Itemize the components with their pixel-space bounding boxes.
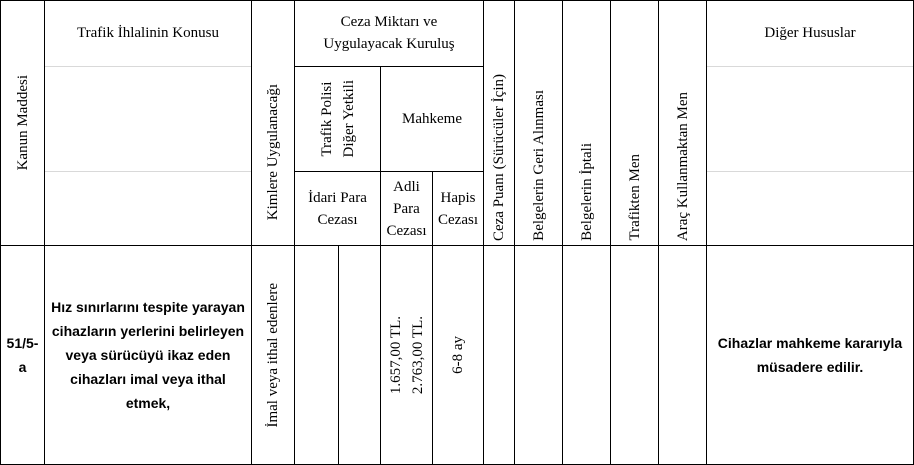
header-trafikten-men: Trafikten Men [611, 1, 658, 245]
row-madde: 51/5-a [1, 246, 44, 464]
header-trafik-polisi: Trafik Polisi Diğer Yetkili [295, 67, 380, 171]
header-konu: Trafik İhlalinin Konusu [45, 20, 251, 46]
header-kimlere: Kimlere Uygulanacağı [252, 60, 294, 245]
header-idari-para: İdari Para Cezası [295, 172, 380, 245]
header-trafik-polisi-line1: Trafik Polisi [318, 81, 335, 157]
row-diger-value: Cihazlar mahkeme kararıyla müsadere edil… [717, 335, 903, 375]
header-konu-label: Trafik İhlalinin Konusu [77, 25, 219, 41]
header-mahkeme: Mahkeme [381, 67, 483, 171]
header-arac-kullanmaktan: Araç Kullanmaktan Men [659, 1, 706, 245]
header-diger-hususlar-label: Diğer Hususlar [764, 25, 856, 41]
row-adli-para-value-1: 1.657,00 TL. [387, 315, 404, 395]
row-hapis: 6-8 ay [433, 246, 483, 464]
row-hapis-value: 6-8 ay [449, 336, 466, 374]
header-kanun-maddesi: Kanun Maddesi [1, 1, 44, 245]
header-ceza-line1: Ceza Miktarı ve [340, 14, 438, 30]
header-ceza-line2: Uygulayacak Kuruluş [323, 36, 455, 52]
header-idari-para-label: İdari Para Cezası [308, 189, 367, 228]
row-konu: Hız sınırlarını tespite yarayan cihazlar… [45, 246, 251, 464]
header-belgelerin-geri-label: Belgelerin Geri Alınması [530, 90, 547, 241]
header-mahkeme-label: Mahkeme [402, 111, 462, 127]
row-adli-para: 1.657,00 TL. 2.763,00 TL. [381, 246, 432, 464]
header-ceza: Ceza Miktarı ve Uygulayacak Kuruluş [295, 8, 483, 58]
header-hapis: Hapis Cezası [433, 172, 483, 245]
header-adli-para-label: Adli Para Cezası [386, 178, 427, 239]
header-belgelerin-iptali-label: Belgelerin İptali [578, 143, 595, 241]
header-trafik-polisi-line2: Diğer Yetkili [340, 80, 357, 158]
header-diger-hususlar: Diğer Hususlar [707, 20, 913, 46]
header-arac-kullanmaktan-label: Araç Kullanmaktan Men [674, 91, 691, 241]
header-kanun-maddesi-label: Kanun Maddesi [14, 75, 31, 171]
row-madde-value: 51/5-a [6, 335, 39, 375]
header-ceza-puani: Ceza Puanı (Sürücüler İçin) [484, 1, 514, 245]
row-diger: Cihazlar mahkeme kararıyla müsadere edil… [707, 246, 913, 464]
header-belgelerin-geri: Belgelerin Geri Alınması [515, 1, 562, 245]
row-adli-para-value-2: 2.763,00 TL. [409, 315, 426, 395]
row-kimlere-value: İmal veya ithal edenlere [264, 282, 281, 428]
header-hapis-label: Hapis Cezası [438, 189, 478, 228]
row-konu-value: Hız sınırlarını tespite yarayan cihazlar… [51, 299, 245, 411]
header-kimlere-label: Kimlere Uygulanacağı [265, 84, 281, 221]
header-trafikten-men-label: Trafikten Men [626, 154, 643, 241]
row-kimlere: İmal veya ithal edenlere [252, 246, 294, 464]
header-adli-para: Adli Para Cezası [381, 172, 432, 245]
header-ceza-puani-label: Ceza Puanı (Sürücüler İçin) [491, 73, 507, 241]
header-belgelerin-iptali: Belgelerin İptali [563, 1, 610, 245]
